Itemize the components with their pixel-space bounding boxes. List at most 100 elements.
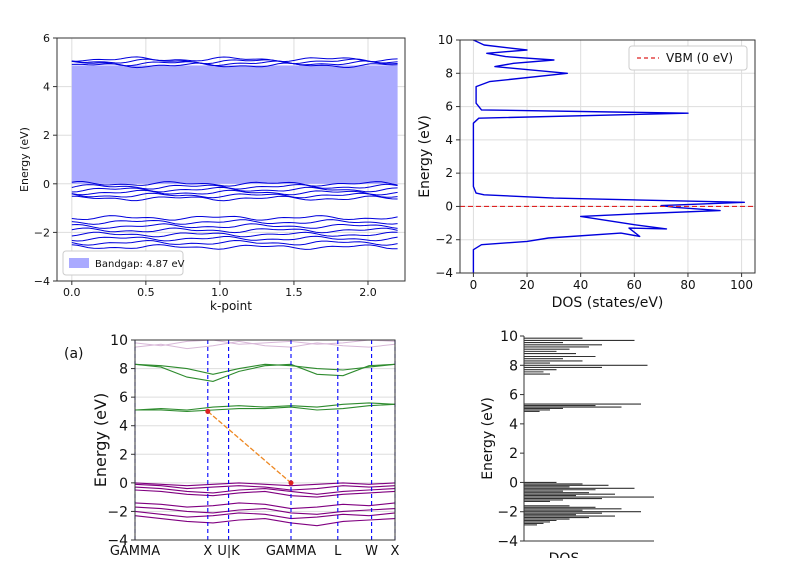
high-symmetry-label: GAMMA [266,544,316,558]
y-tick-label: 2 [43,129,50,142]
y-tick-label: 10 [438,33,453,47]
y-tick-label: 0 [445,199,453,213]
y-tick-label: 4 [43,81,50,94]
y-tick-label: 8 [119,362,128,378]
legend-box [628,45,748,71]
y-tick-label: 8 [509,358,518,374]
y-tick-label: −2 [107,504,128,520]
plot-area [460,40,755,273]
gap-transition-arrow [207,410,292,484]
x-tick-label: 0.0 [63,286,81,299]
y-axis-label: Energy (eV) [18,127,31,192]
legend-label: Bandgap: 4.87 eV [95,259,185,270]
band-line [71,239,398,246]
valence-band [134,502,396,510]
y-tick-label: 2 [119,447,128,463]
y-tick-label: −2 [34,226,50,239]
legend-box [62,250,184,276]
cbm-marker [205,408,211,414]
high-symmetry-label: L [334,544,342,558]
band-line [71,195,398,202]
y-tick-label: −2 [435,233,453,247]
plot-frame [459,39,756,274]
band-line [71,244,398,250]
band-structure-top-chart: 0.0 0.5 1.0 1.5 2.0 6 4 2 0 −2 −4 k-point Energy (eV… [18,32,406,313]
y-tick-label: 2 [445,166,453,180]
high-symmetry-label: GAMMA [110,544,160,558]
band-line [71,186,398,193]
high-symmetry-label: X [203,544,212,558]
band-line [71,215,398,221]
y-tick-label: −4 [107,533,128,549]
y-tick-label: 0 [119,476,128,492]
y-tick-label: −4 [435,266,453,280]
x-tick-label: 0.5 [137,286,155,299]
band-line [71,192,398,199]
band-line [71,223,398,229]
high-symmetry-label: W [365,544,378,558]
y-tick-label: 0 [509,475,518,491]
dos-bottom-chart: 10 8 6 4 2 0 −2 −4 Energy (eV) DOS [480,329,654,558]
y-tick-label: 6 [43,32,50,45]
band-line [71,189,398,196]
x-tick-label: 60 [627,278,642,292]
x-axis-label: k-point [210,299,252,313]
y-tick-label: 2 [509,446,518,462]
y-tick-label: 6 [119,390,128,406]
faint-band [134,340,396,350]
x-tick-label: 2.0 [359,286,377,299]
conduction-band [134,363,396,382]
y-tick-label: 4 [119,419,128,435]
bandgap-fill [71,65,398,184]
dos-bottom-panel: 10 8 6 4 2 0 −2 −4 Energy (eV) DOS [468,318,698,558]
band-line [71,56,398,63]
vbm-marker [288,480,294,486]
band-line [71,58,398,65]
y-axis-label: Energy (eV) [91,393,110,487]
y-tick-label: −4 [34,275,50,288]
conduction-band [134,402,396,411]
legend-label: VBM (0 eV) [666,51,733,65]
band-structure-bottom-panel: 10 8 6 4 2 0 −2 −4 GAMMA X U|K GAMMA L W X Energy (eV)(… [60,318,415,558]
conduction-band [135,403,396,412]
y-tick-label: 6 [509,388,518,404]
x-tick-label: 80 [680,278,695,292]
band-line [71,60,398,67]
valence-band [134,489,396,498]
x-axis-label: DOS [549,551,580,558]
legend-swatch [69,258,89,268]
dos-top-panel: 0 20 40 60 80 100 10 8 6 4 2 0 −2 −4 DOS (states/eV) En… [415,28,765,313]
y-tick-label: 6 [445,100,453,114]
y-tick-label: −4 [497,534,518,550]
y-axis-label: Energy (eV) [480,397,496,480]
valence-band [134,486,396,495]
valence-band [134,483,396,491]
y-axis-label: Energy (eV) [417,115,433,198]
y-tick-label: 4 [509,417,518,433]
plot-frame [134,339,396,541]
band-line [71,219,398,225]
faint-band [134,339,396,347]
high-symmetry-label: U|K [217,544,240,558]
x-tick-label: 100 [730,278,753,292]
y-tick-label: 4 [445,133,453,147]
plot-frame [56,37,406,282]
valence-band [134,506,396,515]
band-line [71,183,398,190]
x-tick-label: 1.0 [211,286,229,299]
band-line [71,231,398,238]
y-tick-label: 10 [110,333,128,349]
x-axis-label: DOS (states/eV) [552,295,664,311]
valence-band [134,482,396,487]
band-line [71,235,398,242]
conduction-band [134,363,396,375]
y-tick-label: 0 [43,178,50,191]
y-tick-label: 8 [445,66,453,80]
y-tick-label: −2 [497,505,518,521]
dos-curve [472,39,745,273]
band-line [71,181,398,187]
valence-band [134,515,396,527]
band-line [71,227,398,234]
